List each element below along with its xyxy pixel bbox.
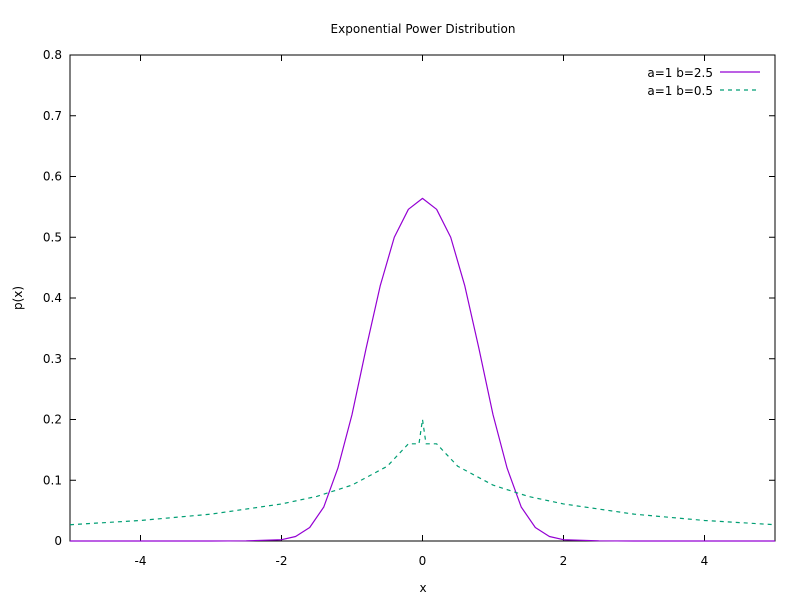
legend-label-series-1: a=1 b=2.5	[647, 66, 713, 80]
y-tick-label: 0.6	[43, 170, 62, 184]
x-tick-label: 4	[701, 554, 709, 568]
series-layer	[69, 197, 776, 542]
y-tick-label: 0.7	[43, 109, 62, 123]
series-line-1	[70, 197, 775, 542]
y-tick-label: 0.2	[43, 413, 62, 427]
x-tick-label: 0	[419, 554, 427, 568]
legend: a=1 b=2.5 a=1 b=0.5	[647, 66, 760, 98]
x-tick-label: 2	[560, 554, 568, 568]
plot-frame	[69, 54, 776, 542]
x-axis-label: x	[419, 581, 426, 595]
x-tick-label: -4	[135, 554, 147, 568]
x-tick-label: -2	[276, 554, 288, 568]
x-axis: -4 -2 0 2 4	[135, 55, 709, 568]
y-tick-label: 0.4	[43, 291, 62, 305]
chart-title: Exponential Power Distribution	[331, 22, 516, 36]
y-tick-label: 0.8	[43, 48, 62, 62]
y-tick-label: 0.3	[43, 352, 62, 366]
legend-label-series-2: a=1 b=0.5	[647, 84, 713, 98]
y-tick-label: 0.5	[43, 230, 62, 244]
y-axis-label: p(x)	[11, 286, 25, 310]
y-tick-label: 0	[54, 534, 62, 548]
y-tick-label: 0.1	[43, 473, 62, 487]
y-axis: 0 0.1 0.2 0.3 0.4 0.5 0.6 0.7 0.8	[43, 48, 775, 548]
series-line-2	[69, 418, 776, 526]
